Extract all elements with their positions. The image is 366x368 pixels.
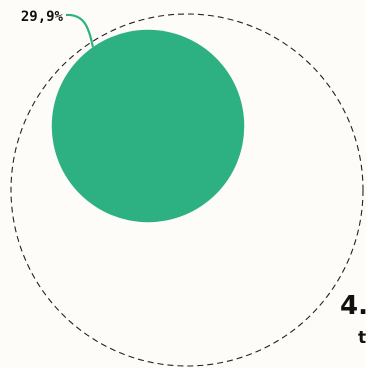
total-outline-circle [10,13,364,367]
share-percent-label: 29,9% [21,9,64,25]
total-unit-label: t [358,328,366,348]
label-leader-line [65,13,94,48]
share-circle [51,29,245,223]
total-value-label: 4. [340,291,366,321]
